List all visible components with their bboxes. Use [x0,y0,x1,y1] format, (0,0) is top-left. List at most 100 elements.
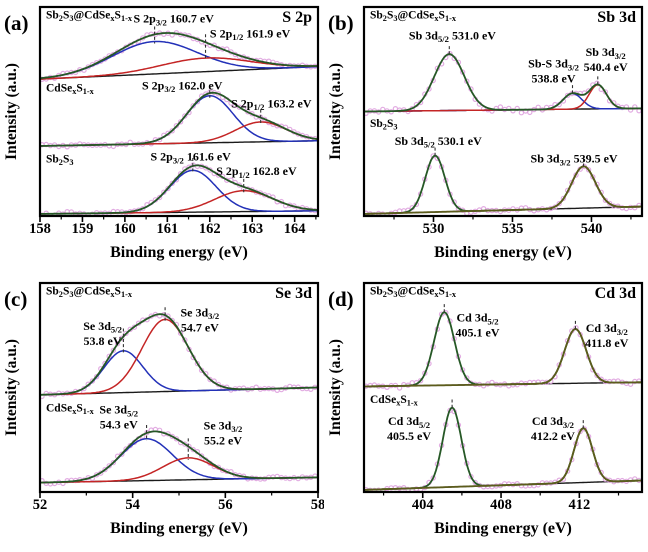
peak-annotation: Cd 3d3/2 [586,321,628,337]
x-axis-title: Binding energy (eV) [110,520,248,537]
sample-label: CdSexS1-x [46,403,95,417]
y-axis-title: Intensity (a.u.) [3,63,20,160]
x-axis-title: Binding energy (eV) [110,244,248,261]
overlay-peak [365,165,641,215]
peak-annotation: Cd 3d5/2 [388,414,430,430]
y-axis-title: Intensity (a.u.) [327,339,344,436]
peak-annotation: 54.3 eV [100,418,138,432]
region-label: S 2p [282,9,312,26]
sample-label: Sb2S3@CdSexS1-x [370,9,457,23]
x-tick-label: 161 [156,221,178,237]
peak-annotation: S 2p3/2 161.6 eV [150,150,231,166]
peak-annotation: S 2p1/2 162.8 eV [216,164,297,180]
x-tick-label: 412 [568,497,590,513]
plot-area [365,51,641,215]
y-axis-title: Intensity (a.u.) [3,339,20,436]
peak-annotation: 53.8 eV [84,334,122,348]
panel-a-s2p: Sb2S3@CdSexS1-x S 2p3/2 160.7 eV S 2p1/2 1… [0,0,324,276]
component-peak [41,189,317,215]
plot-area [41,311,317,487]
x-tick-label: 404 [412,497,434,513]
panel-tag: (c) [4,287,27,311]
sample-label: CdSexS1-x [370,394,419,408]
x-tick-label: 54 [125,497,140,513]
sample-label: CdSexS1-x [46,83,95,97]
y-axis-title: Intensity (a.u.) [327,63,344,160]
x-tick-label: 56 [218,497,233,513]
panel-tag: (b) [328,11,354,35]
peak-annotation: 540.4 eV [584,60,628,74]
peak-annotation: 55.2 eV [204,433,242,447]
x-tick-label: 164 [284,221,306,237]
peak-annotation: 54.7 eV [181,320,219,334]
peak-annotation: Sb 3d5/2 531.0 eV [409,28,496,44]
peak-annotation: Se 3d3/2 [180,305,219,321]
sample-label: Sb2S3@CdSexS1-x [46,9,133,23]
x-tick-label: 530 [423,221,445,237]
panel-tag: (a) [4,11,29,35]
sample-label: Sb2S3 [46,154,73,168]
axes-box [38,5,320,218]
sample-label: Sb2S3@CdSexS1-x [46,285,133,299]
envelope-curve [41,313,317,396]
peak-annotation: 405.1 eV [456,326,500,340]
region-label: Se 3d [275,285,312,302]
peak-annotation: Sb 3d5/2 530.1 eV [395,134,482,150]
x-tick-label: 408 [490,497,512,513]
x-tick-label: 540 [581,221,603,237]
x-tick-label: 163 [241,221,263,237]
panel-c-se3d: Sb2S3@CdSexS1-x Se 3d5/2 53.8 eV Se 3d3/2 54… [0,276,325,552]
xps-plot-a: Sb2S3@CdSexS1-x S 2p3/2 160.7 eVS 2p1/2 1… [3,5,320,261]
region-label: Sb 3d [597,9,636,26]
envelope-curve [41,164,317,215]
envelope-curve [41,91,317,147]
peak-annotation: Se 3d5/2 [99,403,138,419]
peak-annotation: S 2p3/2 160.7 eV [133,12,214,28]
peak-annotation: Sb 3d3/2 539.5 eV [531,152,618,168]
x-tick-label: 162 [199,221,221,237]
sample-label: Sb2S3 [370,118,397,132]
peak-annotation: Sb 3d3/2 [586,45,626,61]
x-axis-title: Binding energy (eV) [434,520,572,537]
peak-annotation: 538.8 eV [532,72,576,86]
component-peak [41,438,317,484]
panel-b-sb3d: Sb2S3@CdSexS1-x Sb 3d5/2 531.0 eV Sb-S 3d3… [324,0,648,276]
envelope-curve [41,32,317,80]
peak-annotation: Se 3d5/2 [83,319,122,335]
axes-box [362,5,644,218]
x-tick-label: 535 [502,221,524,237]
overlay-peak [365,328,641,388]
x-axis-title: Binding energy (eV) [434,244,572,261]
peak-annotation: S 2p1/2 161.9 eV [210,26,291,42]
plot-area [41,30,317,215]
peak-annotation: 405.5 eV [387,429,431,443]
x-tick-label: 158 [29,221,51,237]
peak-annotation: Se 3d3/2 [204,418,243,434]
panel-d-cd3d: Sb2S3@CdSexS1-x Cd 3d5/2 405.1 eV Cd 3d3/2 4… [324,276,648,552]
peak-annotation: 412.2 eV [531,429,575,443]
x-tick-label: 160 [114,221,136,237]
peak-annotation: Sb-S 3d3/2 [528,57,579,73]
envelope-curve [41,430,317,484]
panel-tag: (d) [328,287,354,311]
plot-area [365,310,641,491]
x-tick-label: 58 [311,497,324,513]
axes-box [362,281,644,494]
sample-label: Sb2S3@CdSexS1-x [370,285,457,299]
data-markers [41,311,317,400]
xps-plot-b: Sb2S3@CdSexS1-x Sb 3d5/2 531.0 eV Sb-S 3d3… [327,5,644,261]
x-tick-label: 52 [33,497,48,513]
envelope-curve [365,53,641,113]
x-tick-label: 159 [72,221,94,237]
peak-annotation: S 2p1/2 163.2 eV [231,96,312,112]
peak-annotation: S 2p3/2 162.0 eV [142,79,223,95]
peak-annotation: Cd 3d3/2 [532,414,574,430]
overlay-peak [365,427,641,491]
region-label: Cd 3d [595,285,636,302]
peak-annotation: Cd 3d5/2 [457,311,499,327]
peak-annotation: 411.8 eV [585,336,629,350]
